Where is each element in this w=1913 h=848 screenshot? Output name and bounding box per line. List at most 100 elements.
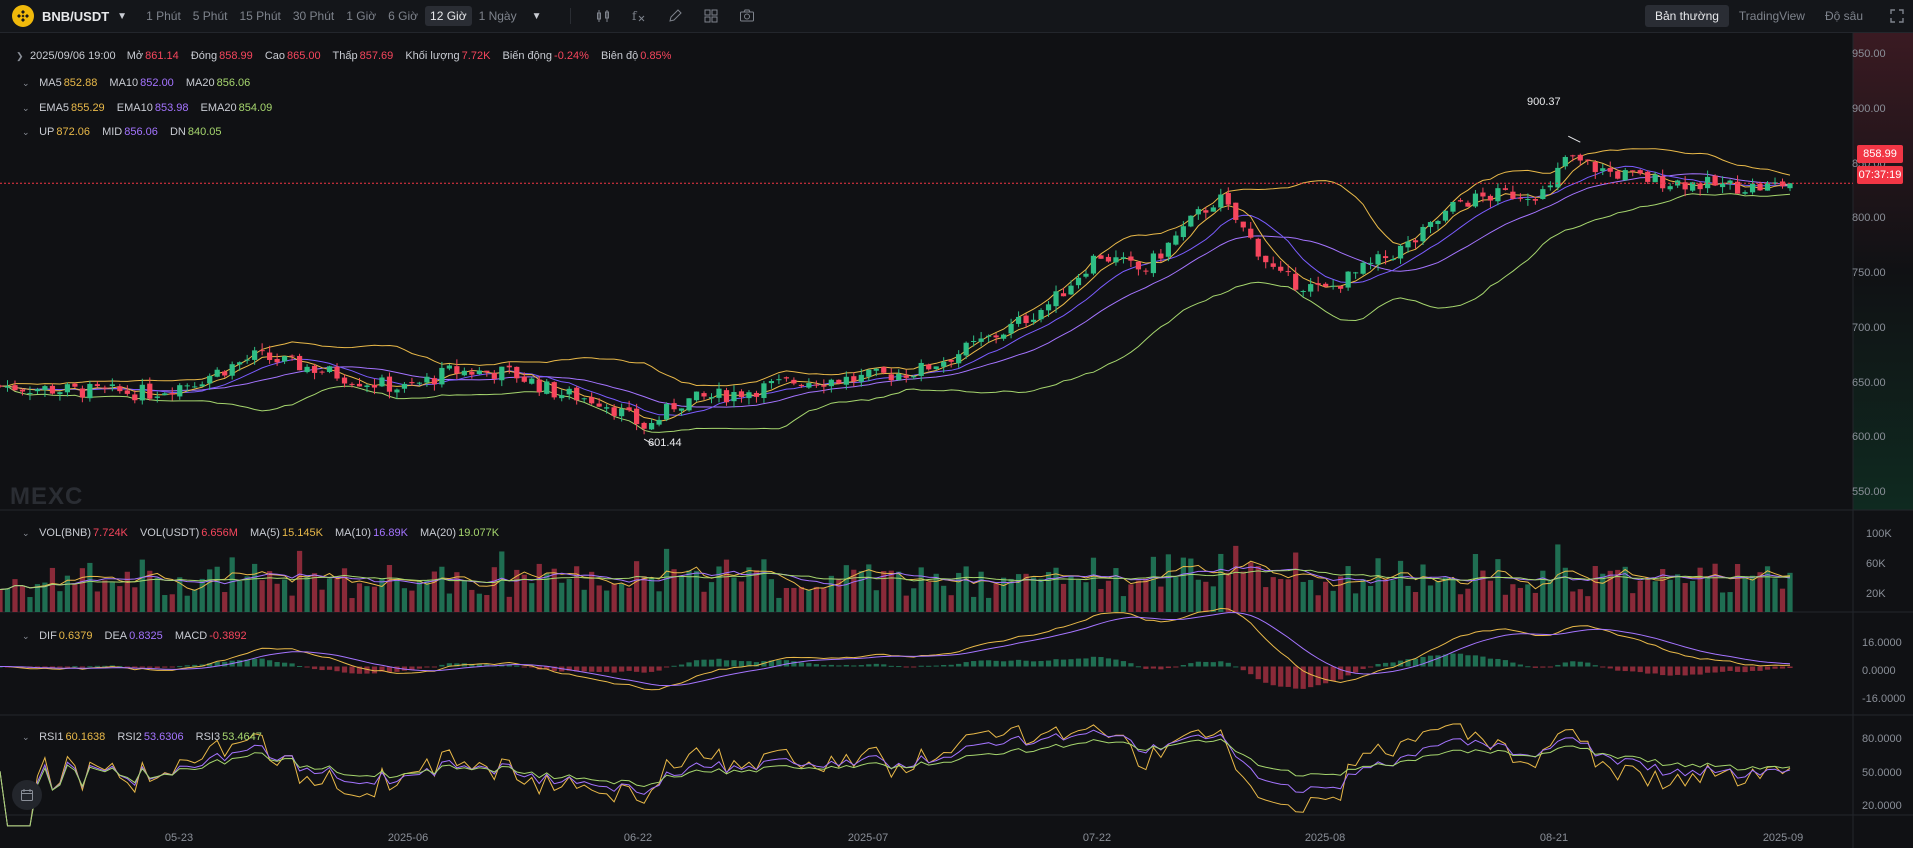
boll-legend[interactable]: ⌄ UP 872.06 MID 856.06 DN 840.05 <box>22 126 222 138</box>
candle-body <box>334 366 340 379</box>
timeframe-1m[interactable]: 1 Phút <box>146 9 181 23</box>
ema-legend[interactable]: ⌄ EMA5 855.29 EMA10 853.98 EMA20 854.09 <box>22 102 273 114</box>
collapse-chevron-icon[interactable]: ❯ <box>16 51 24 61</box>
time-tick: 06-22 <box>623 832 653 844</box>
volume-bar <box>559 582 565 612</box>
candle-body <box>72 383 78 387</box>
macd-legend[interactable]: ⌄ DIF 0.6379 DEA 0.8325 MACD -0.3892 <box>22 630 247 642</box>
volume-bar <box>911 588 917 612</box>
view-tradingview-tab[interactable]: TradingView <box>1738 9 1805 23</box>
volume-bar <box>1592 566 1598 612</box>
volume-bar <box>1150 556 1156 612</box>
candle-body <box>1105 256 1112 262</box>
macd-histogram-bar <box>686 662 692 667</box>
last-price-label: 858.99 <box>1857 145 1903 163</box>
view-standard-tab[interactable]: Bản thường <box>1644 5 1729 27</box>
macd-histogram-bar <box>529 666 535 668</box>
rsi-legend[interactable]: ⌄ RSI1 60.1638 RSI2 53.6306 RSI3 53.4647 <box>22 731 262 743</box>
pair-dropdown-icon[interactable]: ▼ <box>117 10 128 22</box>
top-toolbar: BNB/USDT ▼ 1 Phút 5 Phút 15 Phút 30 Phút… <box>0 0 1913 33</box>
candle-type-icon[interactable] <box>594 7 612 25</box>
volume-bar <box>738 581 745 612</box>
timeframe-15m[interactable]: 15 Phút <box>239 9 281 23</box>
macd-histogram-bar <box>289 663 295 667</box>
candle-body <box>1435 220 1441 224</box>
volume-legend[interactable]: ⌄ VOL(BNB) 7.724K VOL(USDT) 6.656M MA(5) 15… <box>22 527 500 539</box>
fullscreen-icon[interactable] <box>1881 0 1913 32</box>
timeframe-1d[interactable]: 1 Ngày <box>478 9 517 23</box>
macd-histogram-bar <box>1390 662 1396 667</box>
volume-bar <box>401 588 408 612</box>
volume-bar <box>109 582 115 612</box>
layout-icon[interactable] <box>702 7 720 25</box>
volume-bar <box>274 583 280 612</box>
volume-bar <box>1749 575 1756 612</box>
candle-body <box>401 383 408 389</box>
volume-bar <box>379 578 385 612</box>
pair-selector[interactable]: BNB/USDT <box>42 8 110 24</box>
timeframe-12h[interactable]: 12 Giờ <box>425 6 472 26</box>
macd-histogram-bar <box>1075 658 1082 667</box>
macd-histogram-bar <box>1270 666 1276 686</box>
volume-bar <box>132 587 138 612</box>
candle-body <box>1532 199 1538 201</box>
macd-histogram-bar <box>1375 663 1381 667</box>
candlestick-chart[interactable] <box>0 33 1913 848</box>
volume-bar <box>1210 586 1216 612</box>
ma-legend[interactable]: ⌄ MA5 852.88 MA10 852.00 MA20 856.06 <box>22 77 251 89</box>
macd-histogram-bar <box>431 666 438 668</box>
macd-histogram-bar <box>79 666 85 668</box>
macd-histogram-bar <box>1285 666 1291 687</box>
volume-bar <box>544 573 550 612</box>
macd-histogram-bar <box>1525 666 1531 668</box>
macd-histogram-bar <box>476 663 482 667</box>
macd-histogram-bar <box>49 666 56 668</box>
volume-bar <box>956 572 962 612</box>
macd-histogram-bar <box>1645 666 1651 674</box>
indicator-icon[interactable]: f <box>630 7 648 25</box>
macd-dea-line <box>0 612 1791 687</box>
timeframe-1h[interactable]: 1 Giờ <box>346 9 377 23</box>
volume-bar <box>1113 568 1119 612</box>
volume-bar <box>154 577 160 612</box>
timeframe-6h[interactable]: 6 Giờ <box>388 9 419 23</box>
macd-histogram-bar <box>1263 666 1269 683</box>
candle-body <box>1060 293 1067 297</box>
macd-histogram-bar <box>274 662 280 667</box>
macd-histogram-bar <box>881 664 887 667</box>
volume-bar <box>192 589 198 612</box>
candle-body <box>102 387 108 389</box>
volume-bar <box>843 565 849 612</box>
candle-body <box>12 385 18 391</box>
candle-body <box>866 369 872 377</box>
draw-icon[interactable] <box>666 7 684 25</box>
vol-tick: 100K <box>1866 528 1892 540</box>
macd-histogram-bar <box>873 663 879 667</box>
candle-body <box>1480 192 1486 197</box>
candle-body <box>1323 283 1329 287</box>
candle-body <box>132 394 138 401</box>
volume-bar <box>1562 567 1568 612</box>
candle-body <box>836 379 842 384</box>
volume-bar <box>1525 584 1531 612</box>
volume-bar <box>821 588 827 612</box>
price-tick: 800.00 <box>1852 212 1886 224</box>
timeframe-dropdown-icon[interactable]: ▼ <box>531 10 542 22</box>
candle-body <box>1068 285 1074 295</box>
timeframe-5m[interactable]: 5 Phút <box>192 9 228 23</box>
volume-bar <box>1577 589 1583 612</box>
calendar-goto-icon[interactable] <box>12 780 42 810</box>
volume-bar <box>267 571 273 612</box>
volume-bar <box>1315 595 1321 612</box>
macd-histogram-bar <box>1143 666 1149 669</box>
macd-histogram-bar <box>1218 661 1224 667</box>
camera-icon[interactable] <box>738 7 756 25</box>
candle-body <box>1420 226 1426 242</box>
volume-bar <box>1420 564 1426 612</box>
volume-bar <box>1330 590 1336 612</box>
view-depth-tab[interactable]: Độ sâu <box>1824 9 1863 23</box>
volume-bar <box>1637 580 1643 612</box>
candle-body <box>207 375 213 384</box>
candle-body <box>79 388 85 398</box>
timeframe-30m[interactable]: 30 Phút <box>292 9 335 23</box>
